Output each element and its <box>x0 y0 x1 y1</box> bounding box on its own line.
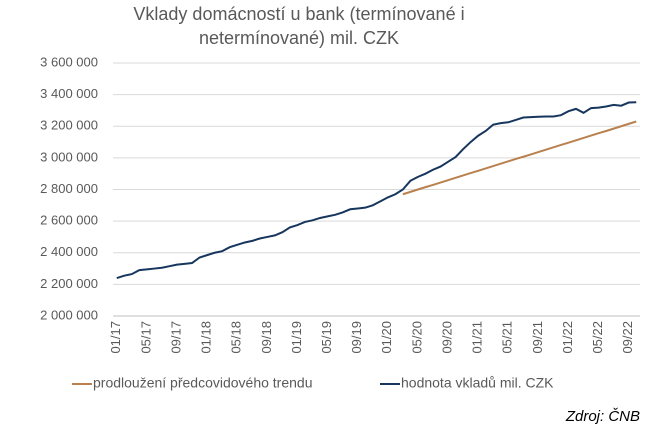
series-line <box>402 120 637 196</box>
x-tick-label: 05/19 <box>319 321 334 354</box>
y-tick-label: 2 800 000 <box>40 181 98 196</box>
y-tick-label: 3 600 000 <box>40 54 98 69</box>
y-tick-label: 2 200 000 <box>40 276 98 291</box>
x-tick-label: 01/21 <box>470 321 485 354</box>
source: Zdroj: ČNB <box>565 408 640 425</box>
x-tick-label: 09/20 <box>439 321 454 354</box>
y-tick-label: 3 000 000 <box>40 149 98 164</box>
x-tick-label: 09/17 <box>168 321 183 354</box>
y-tick-label: 2 400 000 <box>40 244 98 259</box>
y-tick-label: 3 200 000 <box>40 118 98 133</box>
x-tick-label: 01/18 <box>199 321 214 354</box>
x-tick-label: 05/20 <box>409 321 424 354</box>
x-tick-label: 05/18 <box>229 321 244 354</box>
x-tick-label: 01/19 <box>289 321 304 354</box>
x-tick-label: 01/17 <box>108 321 123 354</box>
y-tick-label: 2 000 000 <box>40 307 98 322</box>
x-tick-label: 01/20 <box>379 321 394 354</box>
x-tick-label: 09/22 <box>620 321 635 354</box>
x-tick-label: 05/17 <box>138 321 153 354</box>
y-tick-label: 2 600 000 <box>40 213 98 228</box>
x-tick-label: 09/18 <box>259 321 274 354</box>
legend-label: hodnota vkladů mil. CZK <box>401 375 554 391</box>
x-tick-label: 09/21 <box>530 321 545 354</box>
x-tick-label: 01/22 <box>560 321 575 354</box>
series-line <box>116 101 637 280</box>
chart-title: Vklady domácností u bank (termínované i … <box>133 4 465 48</box>
x-tick-label: 05/21 <box>500 321 515 354</box>
y-tick-label: 3 400 000 <box>40 86 98 101</box>
x-tick-label: 05/22 <box>590 321 605 354</box>
legend-label: prodloužení předcovidového trendu <box>93 375 313 391</box>
x-tick-label: 09/19 <box>349 321 364 354</box>
